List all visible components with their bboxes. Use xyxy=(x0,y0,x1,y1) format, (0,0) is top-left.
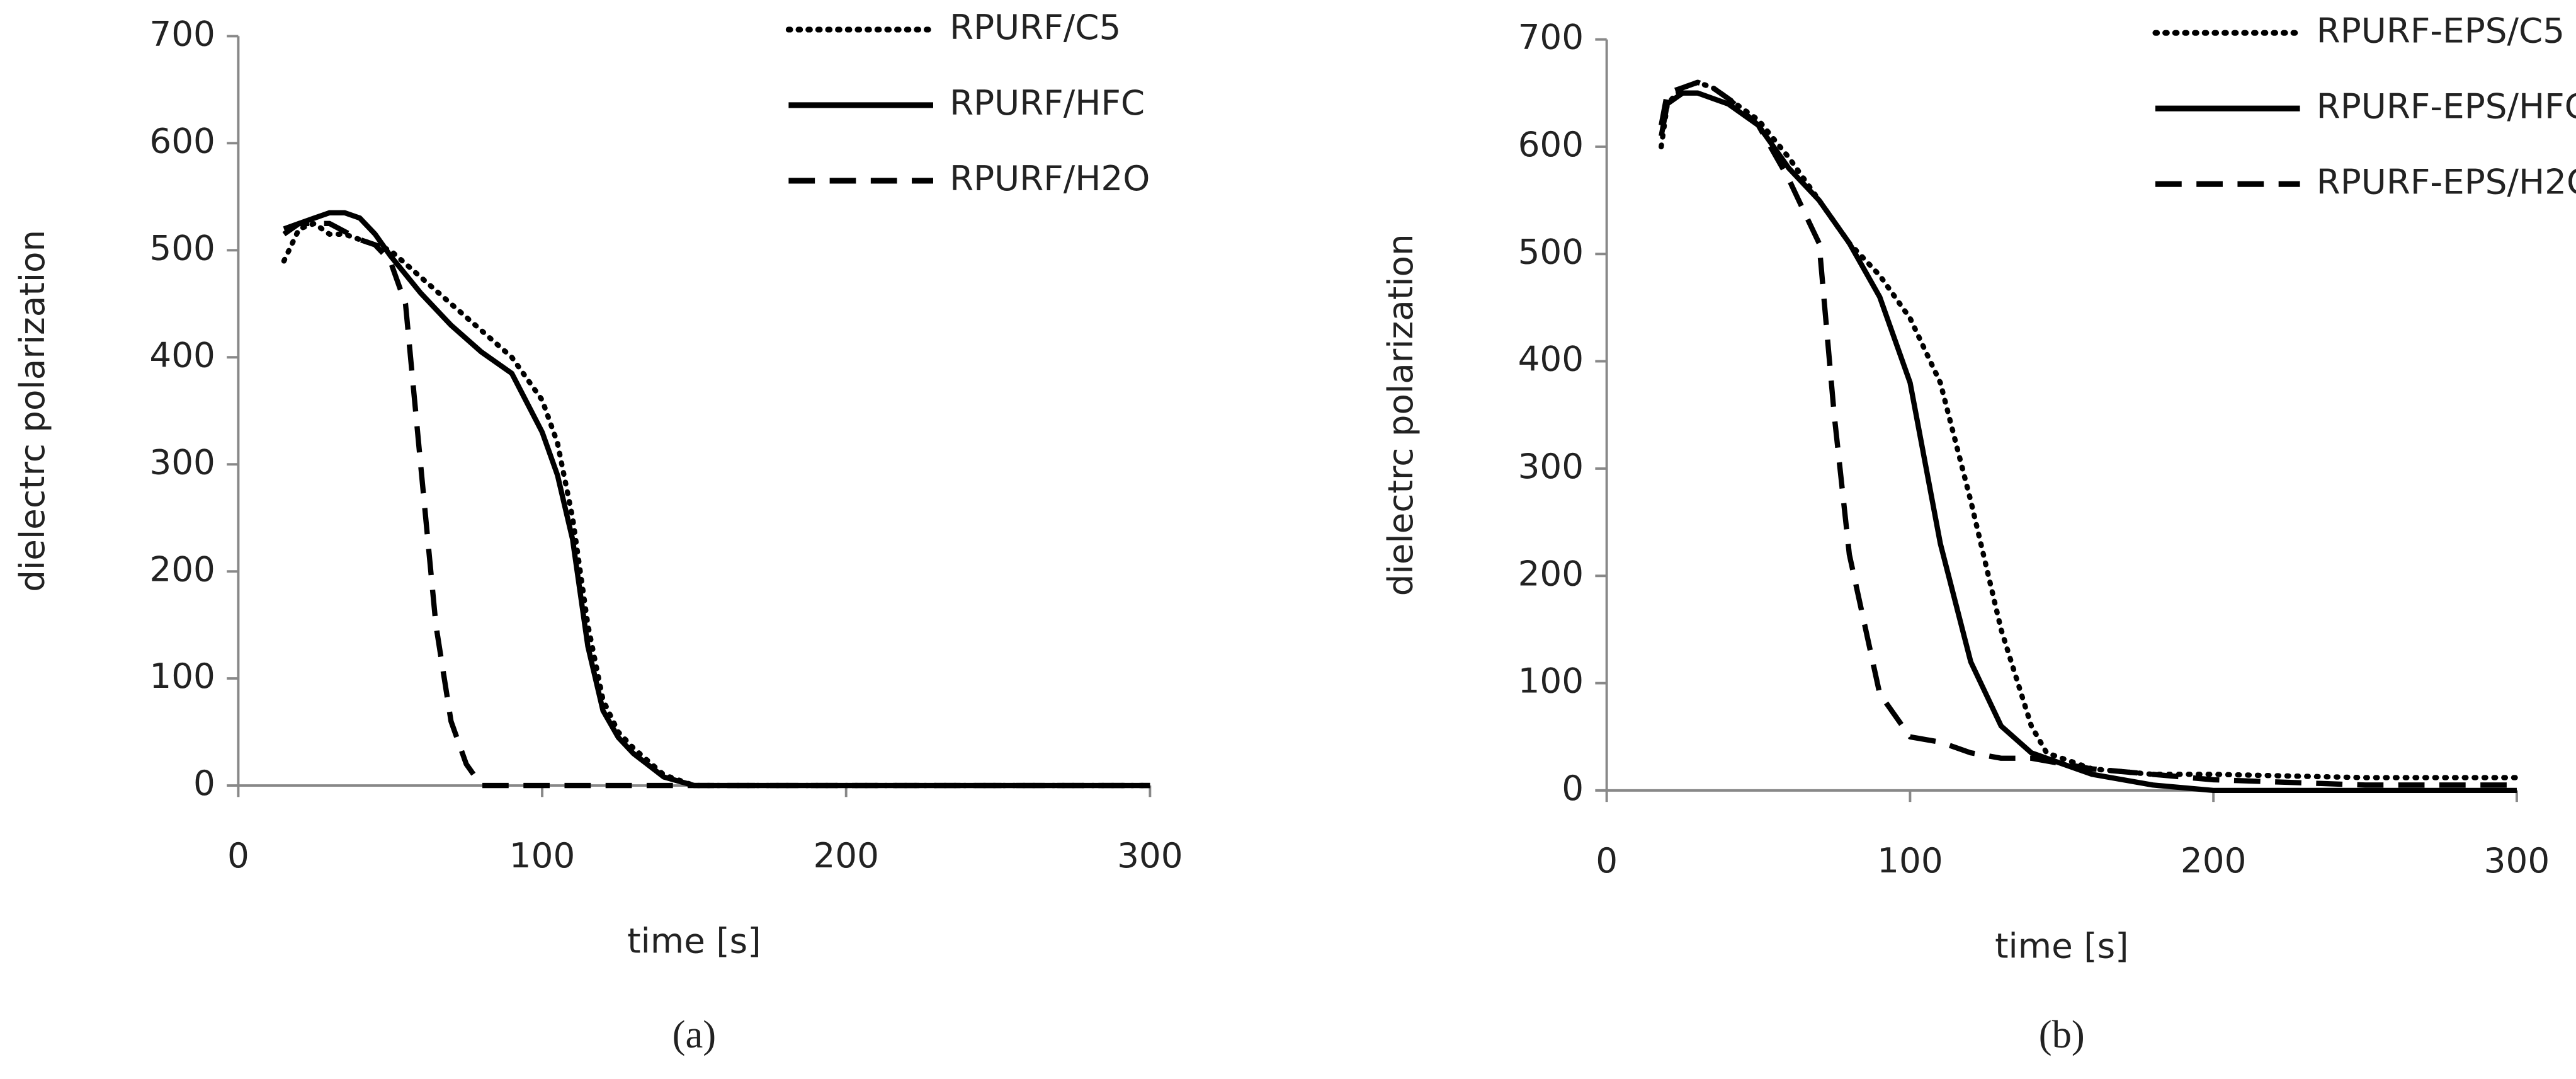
y-tick-label: 400 xyxy=(1518,339,1584,379)
legend-label: RPURF-EPS/C5 xyxy=(2317,10,2565,50)
y-tick-label: 600 xyxy=(1518,124,1584,164)
y-tick-label: 600 xyxy=(149,120,215,161)
legend-label: RPURF-EPS/H2O xyxy=(2317,161,2576,202)
x-axis-title: time [s] xyxy=(1995,925,2128,966)
y-tick-label: 300 xyxy=(1518,446,1584,486)
y-tick-label: 200 xyxy=(149,549,215,589)
x-tick-label: 0 xyxy=(1596,840,1618,881)
x-tick-label: 200 xyxy=(813,835,879,876)
y-axis-title: dielectrc polarization xyxy=(1380,234,1421,596)
legend-label: RPURF/C5 xyxy=(950,7,1121,47)
y-axis-title: dielectrc polarization xyxy=(12,230,52,592)
series-line xyxy=(1659,90,2517,794)
y-tick-label: 500 xyxy=(149,227,215,268)
legend-label: RPURF-EPS/HFC xyxy=(2317,86,2576,126)
y-tick-label: 200 xyxy=(1518,553,1584,593)
y-tick-label: 300 xyxy=(149,442,215,482)
series-line xyxy=(281,220,1153,789)
series-line xyxy=(283,220,1150,789)
y-tick-label: 500 xyxy=(1518,231,1584,271)
x-tick-label: 100 xyxy=(1877,840,1943,881)
x-tick-label: 100 xyxy=(509,835,576,876)
series-line xyxy=(282,210,1150,789)
y-tick-label: 400 xyxy=(149,334,215,375)
y-tick-label: 0 xyxy=(193,763,215,803)
y-tick-label: 700 xyxy=(149,14,215,54)
y-tick-label: 700 xyxy=(1518,17,1584,57)
y-tick-label: 0 xyxy=(1562,768,1584,808)
x-axis-title: time [s] xyxy=(627,921,761,961)
legend-label: RPURF/HFC xyxy=(950,83,1145,123)
x-tick-label: 300 xyxy=(2484,840,2550,881)
x-tick-label: 200 xyxy=(2181,840,2247,881)
y-tick-label: 100 xyxy=(1518,661,1584,701)
x-tick-label: 300 xyxy=(1117,835,1183,876)
x-tick-label: 0 xyxy=(227,835,249,876)
legend-label: RPURF/H2O xyxy=(950,158,1150,198)
y-tick-label: 100 xyxy=(149,656,215,696)
caption: (b) xyxy=(2039,1012,2085,1056)
caption: (a) xyxy=(672,1012,717,1056)
